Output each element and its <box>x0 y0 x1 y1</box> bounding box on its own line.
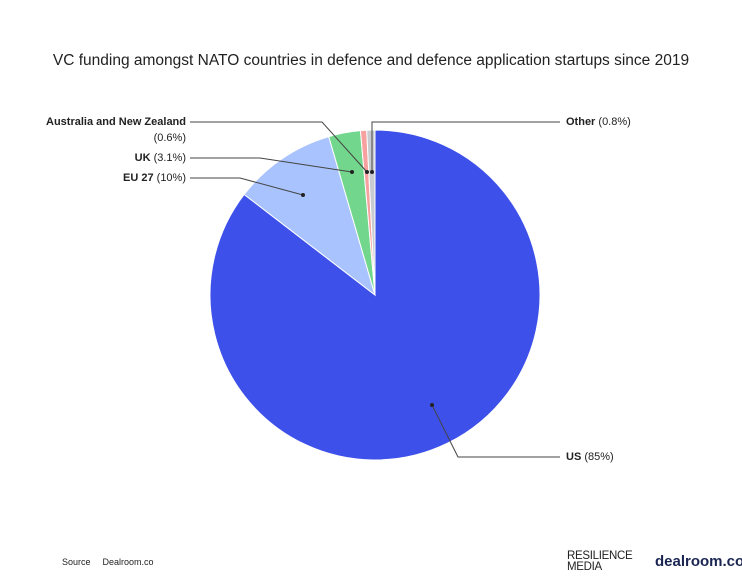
label-uk: UK (3.1%) <box>134 152 186 164</box>
label-other: Other (0.8%) <box>566 116 631 128</box>
leader-us <box>431 404 560 458</box>
resilience-media-logo: RESILIENCE MEDIA <box>567 550 633 573</box>
leader-aus <box>190 121 368 173</box>
leader-eu <box>190 177 304 196</box>
leader-uk <box>190 157 353 173</box>
dealroom-logo: dealroom.co <box>655 553 742 570</box>
chart-title: VC funding amongst NATO countries in def… <box>52 52 690 69</box>
source: Source Dealroom.co <box>62 557 154 567</box>
label-aus: Australia and New Zealand (0.6%) <box>46 116 186 144</box>
slice-us <box>209 129 541 461</box>
leader-other <box>371 121 560 172</box>
label-eu: EU 27 (10%) <box>123 172 186 184</box>
label-us: US (85%) <box>566 451 614 463</box>
slice-eu-27 <box>243 135 376 297</box>
